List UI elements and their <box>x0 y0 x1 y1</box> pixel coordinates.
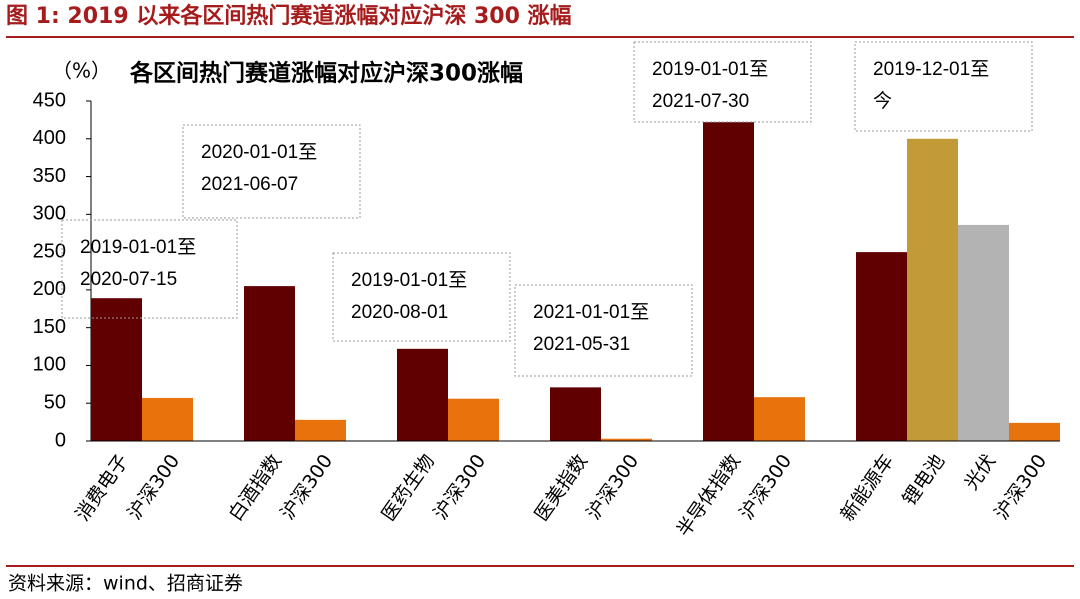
annotation-text: 2020-08-01 <box>351 302 448 323</box>
annotation-box <box>633 41 812 123</box>
source: 资料来源：wind、招商证券 <box>8 573 243 595</box>
y-tick-label: 400 <box>33 127 66 149</box>
chart-title: 各区间热门赛道涨幅对应沪深300涨幅 <box>129 60 523 87</box>
x-tick-label: 沪深300 <box>990 450 1051 523</box>
annotation-text: 2021-05-31 <box>533 334 630 355</box>
annotation-text: 2020-01-01至 <box>201 142 317 163</box>
y-tick-label: 0 <box>55 429 66 451</box>
x-tick-label: 医药生物 <box>377 450 439 525</box>
y-tick-label: 450 <box>33 89 66 111</box>
x-tick-label: 白酒指数 <box>224 450 286 525</box>
bar <box>142 397 193 441</box>
y-unit: （%） <box>52 59 111 83</box>
bar <box>91 298 142 441</box>
annotation-text: 2020-07-15 <box>80 269 177 290</box>
annotation-text: 2019-12-01至 <box>873 59 989 80</box>
x-tick-label: 沪深300 <box>582 450 643 523</box>
bar <box>397 348 448 441</box>
annotation-box <box>61 219 238 319</box>
x-tick-label: 沪深300 <box>735 450 796 523</box>
x-tick-label: 沪深300 <box>123 450 184 523</box>
annotation-text: 2019-01-01至 <box>80 237 196 258</box>
annotation-text: 2021-01-01至 <box>533 302 649 323</box>
bar <box>907 138 958 441</box>
y-tick-label: 250 <box>33 240 66 262</box>
bar <box>856 252 907 441</box>
annotation-box <box>182 124 361 219</box>
annotation-box <box>854 41 1033 132</box>
bar <box>958 224 1009 441</box>
bar <box>244 286 295 441</box>
x-tick-label: 新能源车 <box>836 450 898 525</box>
annotation-box <box>332 252 511 342</box>
bar <box>295 419 346 441</box>
figure-title: 图 1: 2019 以来各区间热门赛道涨幅对应沪深 300 涨幅 <box>6 3 572 29</box>
bar <box>550 387 601 441</box>
annotation-text: 2019-01-01至 <box>652 59 768 80</box>
x-tick-label: 半导体指数 <box>673 450 746 540</box>
y-tick-label: 200 <box>33 278 66 300</box>
x-tick-label: 医美指数 <box>530 450 592 525</box>
x-tick-label: 沪深300 <box>429 450 490 523</box>
x-tick-label: 光伏 <box>960 450 1000 494</box>
annotation-text: 2021-06-07 <box>201 174 298 195</box>
y-tick-label: 50 <box>44 392 66 414</box>
x-tick-label: 沪深300 <box>276 450 337 523</box>
x-tick-label: 消费电子 <box>71 450 133 525</box>
annotation-text: 今 <box>873 90 892 112</box>
bar <box>448 398 499 441</box>
bar <box>754 397 805 441</box>
x-tick-label: 锂电池 <box>898 450 949 509</box>
bar <box>703 122 754 442</box>
annotation-box <box>514 284 693 377</box>
y-tick-label: 300 <box>33 203 66 225</box>
y-tick-label: 150 <box>33 316 66 338</box>
annotation-text: 2019-01-01至 <box>351 270 467 291</box>
annotation-text: 2021-07-30 <box>652 91 749 112</box>
bar <box>601 438 652 441</box>
y-tick-label: 350 <box>33 165 66 187</box>
bar <box>1009 422 1060 441</box>
y-tick-label: 100 <box>33 354 66 376</box>
